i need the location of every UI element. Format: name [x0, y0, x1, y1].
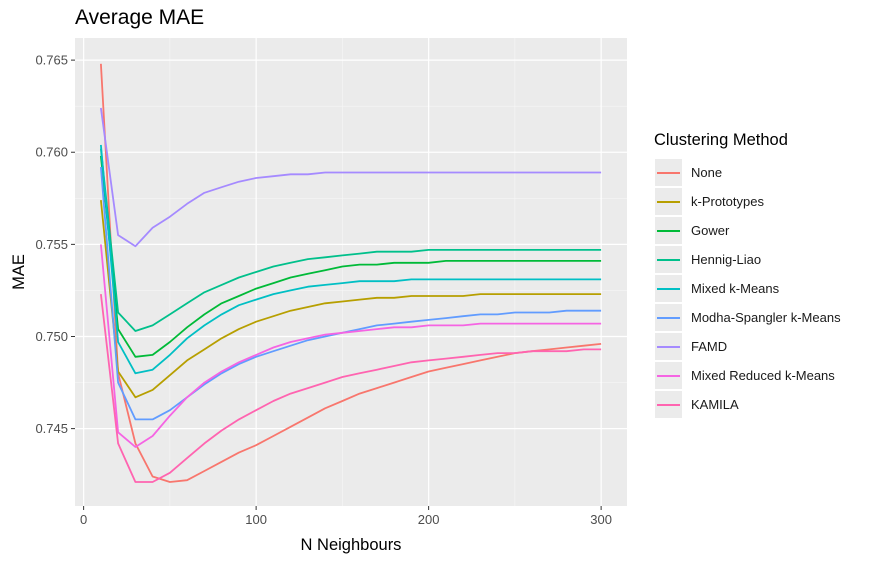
plot-panel-background: [75, 38, 627, 506]
legend-key: [654, 390, 683, 419]
legend-label: None: [691, 165, 723, 180]
legend-title: Clustering Method: [654, 131, 788, 149]
legend-label: Mixed Reduced k-Means: [691, 368, 835, 383]
legend-key: [654, 187, 683, 216]
series-line-3: [100, 148, 602, 332]
x-axis-label: N Neighbours: [301, 536, 402, 554]
legend-item: None: [654, 158, 841, 187]
y-axis: 0.745 0.750 0.755 0.760 0.765: [35, 53, 75, 436]
legend-key: [654, 361, 683, 390]
series-line-7: [100, 244, 602, 448]
y-tick-label: 0.765: [35, 53, 68, 68]
legend-item: Mixed k-Means: [654, 274, 841, 303]
legend-key: [654, 332, 683, 361]
y-tick-label: 0.755: [35, 237, 68, 252]
legend-key: [654, 245, 683, 274]
series-line-8: [100, 293, 602, 483]
legend-item: KAMILA: [654, 390, 841, 419]
legend-item: Gower: [654, 216, 841, 245]
legend-item: k-Prototypes: [654, 187, 841, 216]
x-tick-label: 100: [245, 512, 267, 527]
legend-label: Hennig-Liao: [691, 252, 762, 267]
legend-item: Modha-Spangler k-Means: [654, 303, 841, 332]
legend-swatch: [657, 345, 680, 348]
legend-key: [654, 158, 683, 187]
legend-label: k-Prototypes: [691, 194, 764, 209]
x-tick-label: 300: [590, 512, 612, 527]
legend-swatch: [657, 171, 680, 174]
x-tick-label: 200: [418, 512, 440, 527]
grid-minor: [75, 38, 627, 506]
legend-swatch: [657, 403, 680, 406]
series-line-4: [100, 144, 602, 375]
legend-label: KAMILA: [691, 397, 739, 412]
legend-item: Hennig-Liao: [654, 245, 841, 274]
legend: None k-Prototypes Gower Hennig-Liao Mixed k-…: [654, 158, 841, 419]
legend-item: Mixed Reduced k-Means: [654, 361, 841, 390]
chart-title: Average MAE: [75, 6, 205, 29]
legend-label: FAMD: [691, 339, 728, 354]
legend-label: Gower: [691, 223, 730, 238]
legend-item: FAMD: [654, 332, 841, 361]
series-layer: [100, 63, 602, 483]
series-line-1: [100, 200, 602, 399]
y-axis-label: MAE: [10, 254, 28, 290]
x-tick-label: 0: [80, 512, 87, 527]
series-line-6: [100, 107, 602, 248]
y-tick-label: 0.760: [35, 145, 68, 160]
legend-key: [654, 303, 683, 332]
legend-swatch: [657, 229, 680, 232]
legend-label: Modha-Spangler k-Means: [691, 310, 841, 325]
legend-swatch: [657, 200, 680, 203]
legend-swatch: [657, 258, 680, 261]
legend-swatch: [657, 287, 680, 290]
y-tick-label: 0.750: [35, 329, 68, 344]
y-tick-label: 0.745: [35, 421, 68, 436]
legend-label: Mixed k-Means: [691, 281, 780, 296]
legend-swatch: [657, 374, 680, 377]
legend-swatch: [657, 316, 680, 319]
legend-key: [654, 274, 683, 303]
series-line-2: [100, 155, 602, 358]
x-axis: 0 100 200 300: [80, 506, 612, 527]
legend-key: [654, 216, 683, 245]
